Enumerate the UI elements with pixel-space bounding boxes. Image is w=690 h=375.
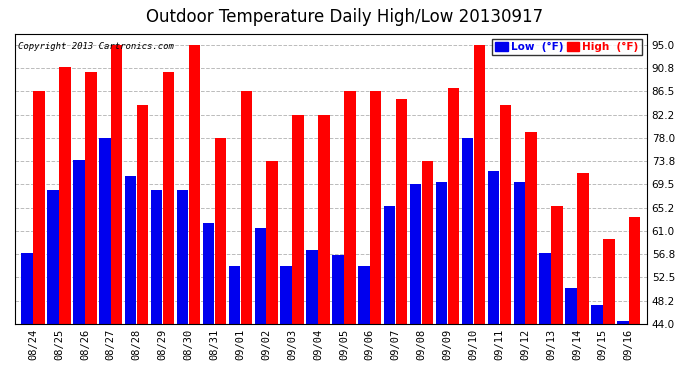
Bar — [488, 171, 499, 324]
Bar — [255, 228, 266, 324]
Bar — [85, 72, 97, 324]
Bar — [578, 173, 589, 324]
Bar — [591, 305, 602, 324]
Bar — [151, 190, 162, 324]
Bar — [306, 250, 317, 324]
Bar — [370, 91, 382, 324]
Bar — [203, 223, 214, 324]
Bar — [73, 160, 85, 324]
Bar — [137, 105, 148, 324]
Bar — [513, 182, 525, 324]
Bar — [525, 132, 537, 324]
Bar — [33, 91, 45, 324]
Bar — [473, 45, 485, 324]
Bar — [21, 253, 33, 324]
Bar — [111, 45, 122, 324]
Bar — [215, 138, 226, 324]
Bar — [384, 206, 395, 324]
Bar — [48, 190, 59, 324]
Bar — [163, 72, 175, 324]
Bar — [617, 321, 629, 324]
Bar — [422, 161, 433, 324]
Bar — [99, 138, 110, 324]
Bar — [540, 253, 551, 324]
Bar — [293, 115, 304, 324]
Bar — [177, 190, 188, 324]
Text: Outdoor Temperature Daily High/Low 20130917: Outdoor Temperature Daily High/Low 20130… — [146, 8, 544, 26]
Bar — [603, 239, 615, 324]
Bar — [500, 105, 511, 324]
Bar — [241, 91, 252, 324]
Legend: Low  (°F), High  (°F): Low (°F), High (°F) — [492, 39, 642, 55]
Bar — [396, 99, 407, 324]
Bar — [448, 88, 459, 324]
Text: Copyright 2013 Cartronics.com: Copyright 2013 Cartronics.com — [18, 42, 174, 51]
Bar — [565, 288, 577, 324]
Bar — [629, 217, 640, 324]
Bar — [410, 184, 422, 324]
Bar — [189, 45, 200, 324]
Bar — [228, 266, 240, 324]
Bar — [551, 206, 563, 324]
Bar — [318, 115, 330, 324]
Bar — [59, 67, 70, 324]
Bar — [436, 182, 447, 324]
Bar — [358, 266, 370, 324]
Bar — [462, 138, 473, 324]
Bar — [344, 91, 355, 324]
Bar — [280, 266, 292, 324]
Bar — [266, 161, 278, 324]
Bar — [125, 176, 137, 324]
Bar — [333, 255, 344, 324]
